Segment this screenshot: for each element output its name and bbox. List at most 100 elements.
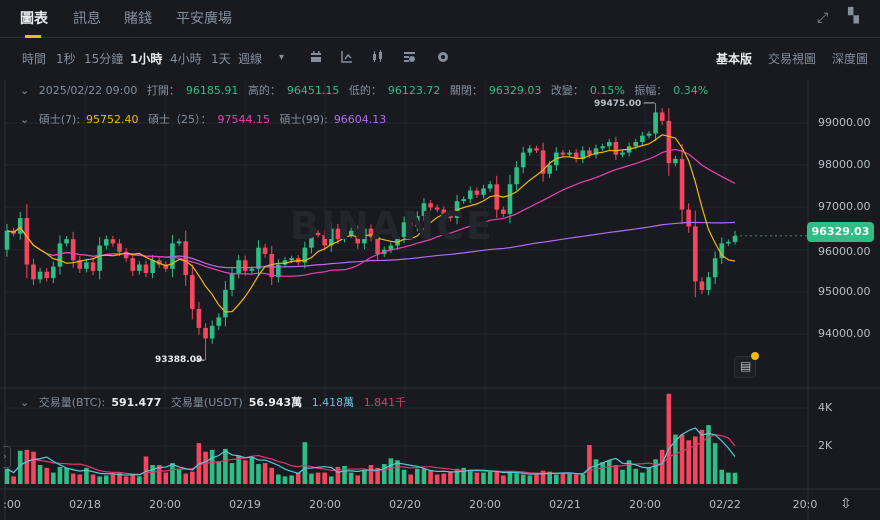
candle bbox=[269, 246, 275, 286]
change-value: 0.15% bbox=[589, 84, 625, 97]
candle-body bbox=[474, 190, 480, 195]
candle bbox=[203, 323, 208, 361]
volume-bar bbox=[507, 471, 513, 484]
interval-dropdown-icon[interactable]: ▾ bbox=[279, 52, 285, 63]
candle-body bbox=[434, 207, 440, 210]
candle bbox=[474, 187, 480, 198]
candle bbox=[613, 136, 619, 160]
volume-bar bbox=[481, 472, 486, 484]
volume-bar bbox=[593, 459, 599, 484]
candle bbox=[229, 266, 235, 297]
view-tradingview[interactable]: 交易視圖 bbox=[768, 52, 817, 66]
candle bbox=[507, 174, 513, 224]
candle-body bbox=[242, 260, 248, 271]
interval-4h[interactable]: 4小時 bbox=[170, 52, 202, 66]
volume-bar bbox=[692, 436, 698, 484]
candle-body bbox=[229, 272, 235, 290]
time-tick: 02/18 bbox=[69, 498, 101, 511]
interval-1d[interactable]: 1天 bbox=[211, 52, 231, 66]
candle-body bbox=[77, 260, 83, 269]
volume-bar bbox=[335, 466, 341, 484]
interval-1h[interactable]: 1小時 bbox=[130, 52, 163, 66]
candle bbox=[494, 175, 500, 219]
open-label: 打開： bbox=[146, 84, 180, 97]
interval-15m[interactable]: 15分鐘 bbox=[84, 52, 124, 66]
time-tick: 02/20 bbox=[389, 498, 421, 511]
grid bbox=[5, 80, 808, 488]
expand-icon[interactable]: ⤢ bbox=[817, 10, 829, 26]
tab-chart[interactable]: 圖表 bbox=[20, 11, 48, 27]
volume-bar bbox=[633, 468, 639, 484]
layout-icon[interactable]: ▚ bbox=[848, 8, 859, 24]
collapse-icon[interactable]: ⌄ bbox=[20, 84, 30, 97]
view-basic[interactable]: 基本版 bbox=[716, 52, 753, 66]
candle-body bbox=[90, 262, 96, 271]
candle bbox=[408, 219, 414, 230]
interval-time[interactable]: 時間 bbox=[22, 52, 47, 66]
tab-square[interactable]: 平安廣場 bbox=[176, 11, 232, 27]
candle bbox=[673, 155, 678, 167]
candle-body bbox=[388, 245, 394, 250]
volume-bar bbox=[183, 473, 188, 484]
candle bbox=[77, 256, 83, 273]
volume-bar bbox=[646, 467, 652, 484]
candle bbox=[401, 216, 407, 243]
interval-1w[interactable]: 週線 bbox=[238, 52, 263, 66]
candle-body bbox=[375, 237, 380, 254]
ma-info: ⌄ 碩士(7): 95752.40 碩士（25）： 97544.15 碩士(99):… bbox=[20, 113, 392, 126]
candle-body bbox=[110, 239, 116, 244]
volume-bar bbox=[606, 460, 612, 484]
volume-ma5-value: 1.418萬 bbox=[311, 396, 355, 409]
candle-body bbox=[534, 148, 539, 151]
collapse-icon[interactable]: ⌄ bbox=[20, 113, 30, 126]
candle bbox=[428, 200, 433, 211]
candle-body bbox=[196, 308, 202, 328]
ma25-value: 97544.15 bbox=[217, 113, 271, 126]
volume-bar bbox=[223, 448, 228, 484]
candle-body bbox=[31, 264, 36, 280]
candle bbox=[103, 235, 109, 250]
news-button[interactable]: ▤ bbox=[734, 352, 759, 378]
volume-tick: 2K bbox=[818, 439, 833, 452]
sidebar-expand-handle[interactable]: › bbox=[3, 446, 11, 468]
volume-bar bbox=[719, 469, 725, 484]
volume-bar bbox=[348, 472, 354, 484]
interval-1s[interactable]: 1秒 bbox=[56, 52, 76, 66]
candle bbox=[706, 271, 711, 296]
candle bbox=[646, 130, 652, 139]
candle bbox=[375, 230, 380, 261]
time-tick: 02/19 bbox=[229, 498, 261, 511]
price-tick: 99000.00 bbox=[818, 116, 871, 129]
candle-body bbox=[84, 262, 89, 269]
candle-body bbox=[216, 317, 222, 326]
candle-body bbox=[51, 266, 56, 279]
volume-bar bbox=[494, 470, 500, 484]
tab-trading[interactable]: 賭錢 bbox=[124, 11, 152, 27]
volume-bar bbox=[686, 440, 691, 484]
candle bbox=[84, 258, 89, 273]
scale-reset-icon[interactable]: ⇳ bbox=[840, 496, 852, 512]
candle-body bbox=[692, 226, 698, 282]
candle bbox=[163, 261, 169, 272]
candle bbox=[37, 267, 43, 284]
candle-body bbox=[673, 158, 678, 164]
candle-body bbox=[467, 190, 473, 200]
volume-bar bbox=[520, 474, 526, 484]
tab-info[interactable]: 訊息 bbox=[73, 11, 101, 27]
close-label: 關閉： bbox=[449, 84, 483, 97]
candle-body bbox=[150, 260, 155, 273]
candle-body bbox=[130, 258, 136, 271]
low-value: 96123.72 bbox=[387, 84, 441, 97]
collapse-icon[interactable]: ⌄ bbox=[20, 396, 30, 409]
candle-body bbox=[70, 239, 76, 261]
volume-bar bbox=[229, 463, 235, 484]
candle bbox=[24, 204, 30, 279]
volume-bar bbox=[454, 468, 460, 484]
candle-body bbox=[441, 209, 447, 214]
ma99-label: 碩士(99): bbox=[279, 113, 328, 126]
candle bbox=[481, 184, 486, 199]
volume-usdt-label: 交易量(USDT) bbox=[170, 396, 243, 409]
candle-body bbox=[183, 241, 188, 276]
view-depth[interactable]: 深度圖 bbox=[832, 52, 869, 66]
